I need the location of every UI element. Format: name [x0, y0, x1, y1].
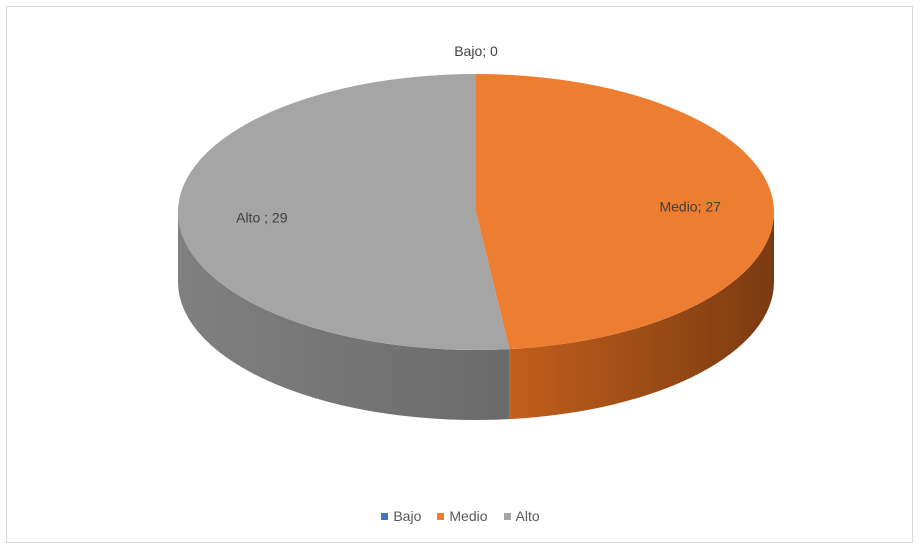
- legend-item-alto: Alto: [503, 508, 540, 524]
- pie-side-medio: [509, 212, 774, 420]
- pie-side-alto: [178, 212, 510, 420]
- data-label-medio: Medio; 27: [659, 198, 721, 214]
- legend-label-bajo: Bajo: [393, 508, 422, 524]
- legend-item-bajo: Bajo: [381, 508, 421, 524]
- data-label-bajo: Bajo; 0: [454, 43, 498, 59]
- legend-label-medio: Medio: [449, 508, 488, 524]
- legend-swatch-medio: [437, 512, 445, 520]
- pie-slice-alto: [177, 73, 510, 350]
- legend-swatch-bajo: [381, 512, 389, 520]
- chart-legend: Bajo Medio Alto: [0, 508, 921, 524]
- pie-slice-medio: [476, 74, 774, 350]
- legend-label-alto: Alto: [515, 508, 540, 524]
- legend-swatch-alto: [503, 512, 511, 520]
- data-label-alto: Alto ; 29: [236, 210, 288, 226]
- legend-item-medio: Medio: [437, 508, 488, 524]
